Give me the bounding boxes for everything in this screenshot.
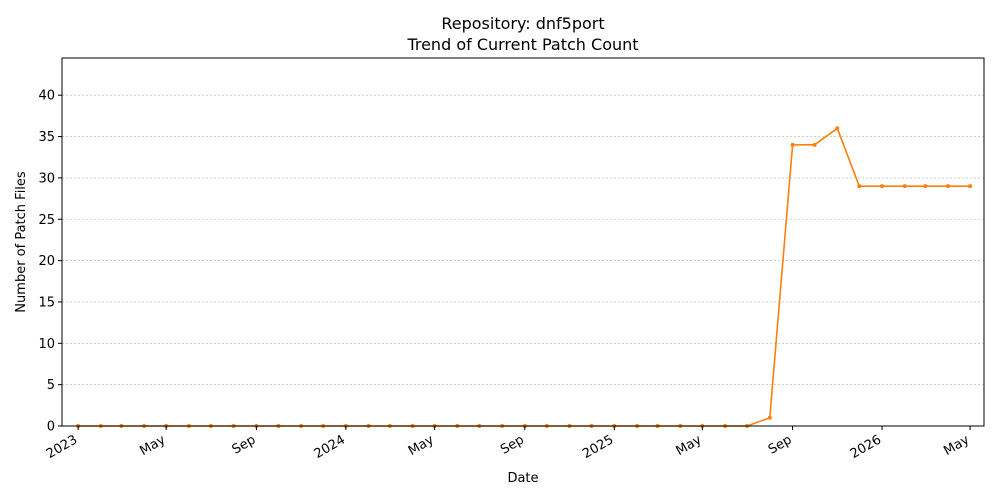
data-point: [812, 142, 817, 147]
data-point: [835, 126, 840, 131]
y-tick-label: 15: [38, 295, 55, 310]
x-tick-label: Sep: [766, 432, 795, 457]
x-axis: 2023 May Sep 2024 May Sep 2025 May Sep 2026 May: [44, 426, 972, 462]
data-point: [880, 184, 885, 189]
x-axis-label: Date: [507, 471, 538, 486]
plot-frame: [61, 57, 985, 427]
chart-title: Repository: dnf5port: [441, 14, 604, 33]
y-tick-label: 20: [38, 254, 55, 269]
x-tick-label: 2026: [848, 432, 884, 462]
y-tick-label: 35: [38, 130, 55, 145]
data-point: [968, 184, 973, 189]
data-point: [767, 415, 772, 420]
chart-subtitle: Trend of Current Patch Count: [406, 35, 638, 54]
x-tick-label: Sep: [498, 432, 527, 457]
x-tick-label: 2024: [312, 432, 348, 462]
y-tick-label: 0: [47, 420, 55, 435]
y-tick-label: 25: [38, 213, 55, 228]
plot-area: [76, 126, 973, 428]
x-tick-label: May: [674, 432, 705, 459]
y-tick-label: 30: [38, 171, 55, 186]
x-tick-label: Sep: [230, 432, 259, 457]
y-tick-label: 40: [38, 89, 55, 104]
y-tick-label: 10: [38, 337, 55, 352]
y-axis-label: Number of Patch Files: [14, 171, 29, 313]
x-tick-label: May: [941, 432, 972, 459]
x-tick-label: 2025: [580, 432, 616, 462]
x-tick-label: 2023: [44, 432, 80, 462]
data-point: [790, 142, 795, 147]
data-point: [902, 184, 907, 189]
data-point: [857, 184, 862, 189]
x-tick-label: May: [406, 432, 437, 459]
data-point: [946, 184, 951, 189]
y-axis: 0 5 10 15 20 25 30 35 40: [38, 89, 62, 435]
y-tick-label: 5: [47, 378, 55, 393]
grid-lines: [62, 94, 984, 385]
x-tick-label: May: [137, 432, 168, 459]
series-line: [78, 127, 971, 427]
data-point: [923, 184, 928, 189]
